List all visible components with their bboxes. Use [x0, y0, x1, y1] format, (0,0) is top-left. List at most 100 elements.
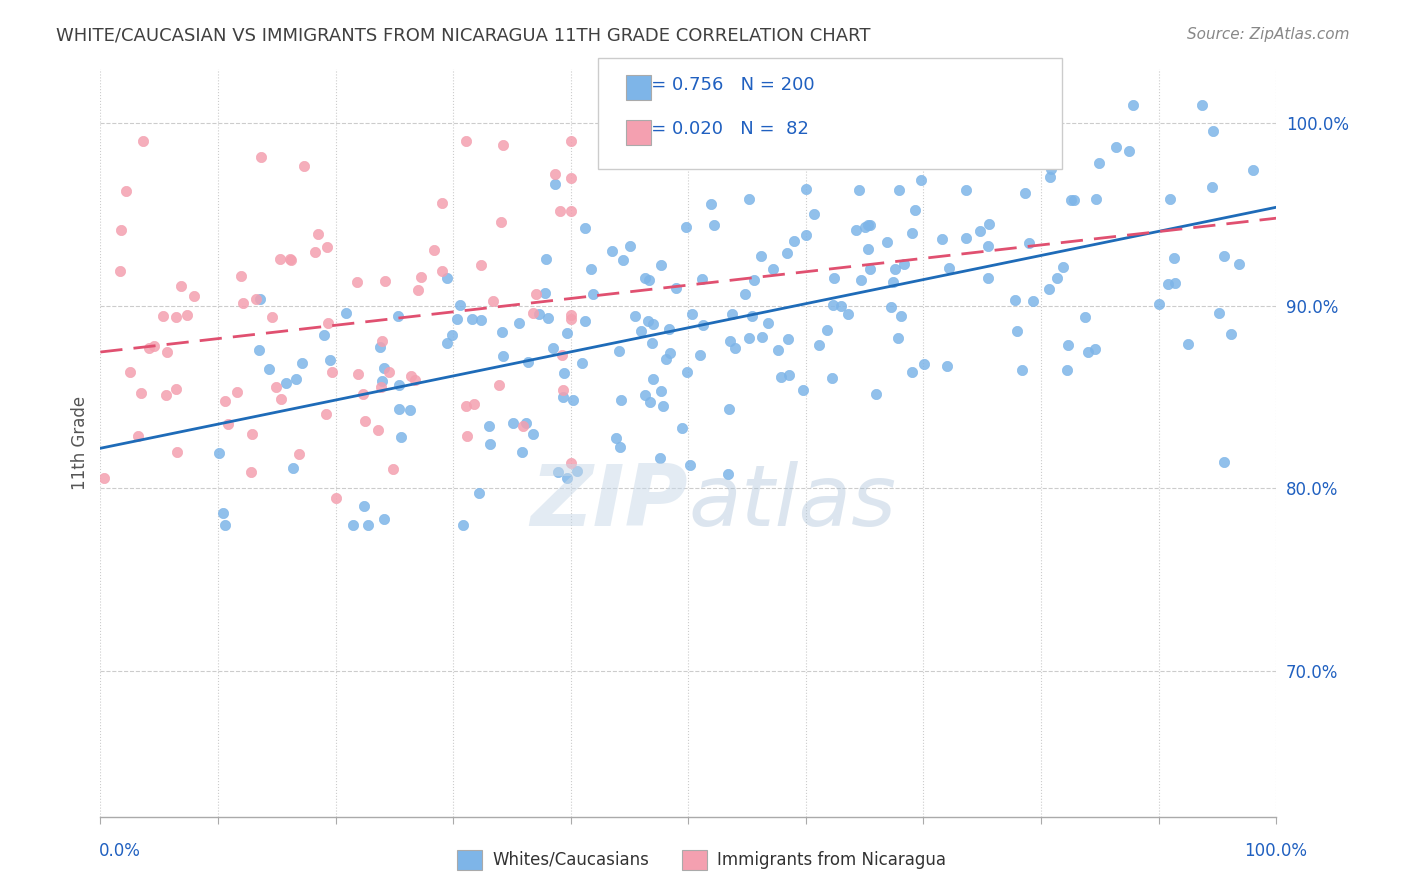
Point [717, 402, 740, 417]
Point [605, 431, 627, 445]
Point [703, 218, 725, 232]
Point [560, 308, 582, 322]
Point [665, 281, 688, 295]
Point [900, 226, 922, 240]
Point [1105, 140, 1128, 154]
Point [741, 309, 763, 323]
Point [634, 388, 657, 402]
Point [648, 451, 671, 466]
Point [315, 240, 337, 254]
Point [886, 331, 908, 345]
Point [543, 341, 565, 355]
Point [681, 307, 703, 321]
Point [430, 196, 453, 211]
Point [718, 334, 741, 349]
Point [849, 273, 872, 287]
Point [689, 347, 711, 361]
Point [284, 372, 307, 386]
Point [214, 393, 236, 408]
Point [110, 223, 132, 237]
Point [270, 392, 292, 406]
Point [1208, 306, 1230, 320]
Point [560, 135, 582, 149]
Point [638, 273, 661, 287]
Point [352, 386, 374, 401]
Point [738, 331, 761, 345]
Point [436, 335, 458, 350]
Point [977, 217, 1000, 231]
Point [231, 296, 253, 310]
Point [792, 383, 814, 397]
Point [634, 271, 657, 285]
Point [889, 183, 911, 197]
Point [245, 292, 267, 306]
Point [582, 286, 605, 301]
Point [699, 197, 721, 211]
Point [1060, 193, 1083, 207]
Point [845, 222, 868, 236]
Point [1163, 251, 1185, 265]
Point [388, 378, 411, 392]
Point [1085, 192, 1108, 206]
Point [342, 517, 364, 532]
Point [132, 135, 155, 149]
Point [969, 224, 991, 238]
Point [823, 270, 845, 285]
Point [724, 341, 747, 355]
Point [555, 326, 578, 340]
Point [690, 271, 713, 285]
Point [1057, 337, 1080, 351]
Point [837, 307, 859, 321]
Text: R = 0.756   N = 200: R = 0.756 N = 200 [633, 76, 814, 94]
Point [478, 418, 501, 433]
Text: Whites/Caucasians: Whites/Caucasians [492, 851, 650, 869]
Point [794, 182, 817, 196]
Point [127, 429, 149, 443]
Point [373, 511, 395, 525]
Point [367, 423, 389, 437]
Point [470, 258, 492, 272]
Point [910, 172, 932, 186]
Point [567, 464, 589, 478]
Text: atlas: atlas [688, 461, 896, 544]
Point [900, 365, 922, 379]
Point [551, 348, 574, 362]
Point [214, 517, 236, 532]
Point [1164, 276, 1187, 290]
Point [560, 312, 582, 326]
Point [524, 286, 547, 301]
Point [451, 517, 474, 532]
Point [607, 344, 630, 359]
Point [468, 485, 491, 500]
Point [548, 203, 571, 218]
Point [553, 366, 575, 380]
Point [1074, 310, 1097, 324]
Point [544, 178, 567, 192]
Point [269, 252, 291, 267]
Y-axis label: 11th Grade: 11th Grade [72, 395, 89, 490]
Point [692, 318, 714, 332]
Point [120, 365, 142, 379]
Point [562, 393, 585, 408]
Point [516, 355, 538, 369]
Point [492, 350, 515, 364]
Point [1004, 293, 1026, 308]
Point [977, 270, 1000, 285]
Point [346, 368, 368, 382]
Point [1046, 271, 1069, 285]
Point [766, 343, 789, 357]
Point [512, 418, 534, 433]
Point [1177, 336, 1199, 351]
Point [249, 292, 271, 306]
Point [257, 362, 280, 376]
Point [381, 462, 404, 476]
Point [882, 275, 904, 289]
Point [1087, 155, 1109, 169]
Point [783, 234, 806, 248]
Point [609, 392, 631, 407]
Point [371, 334, 394, 348]
Point [156, 344, 179, 359]
Point [373, 360, 395, 375]
Point [807, 338, 830, 352]
Point [671, 421, 693, 435]
